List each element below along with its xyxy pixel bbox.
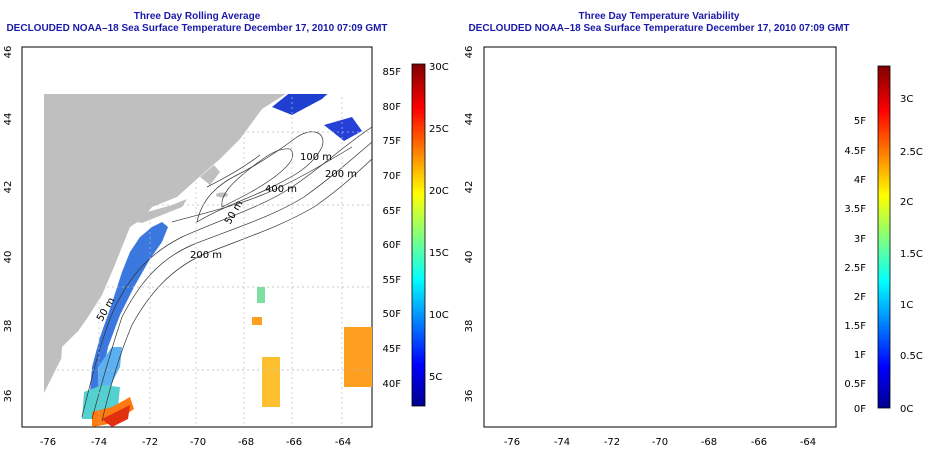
x-tick-72: -72 bbox=[604, 437, 620, 448]
f-label: 1F bbox=[854, 350, 866, 361]
c-label: 2C bbox=[900, 197, 913, 208]
y-tick-46: 46 bbox=[3, 46, 14, 59]
x-tick-76: -76 bbox=[504, 437, 520, 448]
c-label: 3C bbox=[900, 94, 913, 105]
f-label: 0F bbox=[854, 404, 866, 415]
f-label: 3.5F bbox=[844, 204, 866, 215]
right-title-line: Three Day Temperature Variability bbox=[578, 11, 740, 22]
right-y-axis: 46 44 42 40 38 36 bbox=[464, 46, 475, 403]
left-colorbar-f-labels: 85F 80F 75F 70F 65F 60F 55F 50F 45F 40F bbox=[383, 67, 402, 390]
f-label: 60F bbox=[383, 240, 402, 251]
f-label: 5F bbox=[854, 116, 866, 127]
c-label: 0C bbox=[900, 404, 913, 415]
isobath-label-100m: 100 m bbox=[300, 152, 332, 163]
x-tick-64: -64 bbox=[800, 437, 816, 448]
left-gridlines bbox=[44, 94, 372, 427]
f-label: 65F bbox=[383, 206, 402, 217]
y-tick-36: 36 bbox=[3, 390, 14, 403]
isobath-label-200m: 200 m bbox=[190, 250, 222, 261]
right-colorbar: 5F 4.5F 4F 3.5F 3F 2.5F 2F 1.5F 1F 0.5F … bbox=[844, 65, 923, 415]
left-y-axis: 46 44 42 40 38 36 bbox=[3, 46, 14, 403]
f-label: 55F bbox=[383, 275, 402, 286]
y-tick-38: 38 bbox=[464, 320, 475, 333]
y-tick-38: 38 bbox=[3, 320, 14, 333]
y-tick-46: 46 bbox=[464, 46, 475, 59]
f-label: 4F bbox=[854, 175, 866, 186]
c-label: 15C bbox=[429, 248, 449, 259]
y-tick-42: 42 bbox=[3, 181, 14, 194]
f-label: 40F bbox=[383, 379, 402, 390]
left-panel-title: Three Day Rolling Average DECLOUDED NOAA… bbox=[0, 11, 397, 35]
x-tick-68: -68 bbox=[238, 437, 254, 448]
c-label: 25C bbox=[429, 124, 449, 135]
right-colorbar-gradient bbox=[877, 65, 891, 409]
left-title-line: Three Day Rolling Average bbox=[133, 11, 261, 22]
f-label: 2F bbox=[854, 292, 866, 303]
left-colorbar-c-labels: 30C 25C 20C 15C 10C 5C bbox=[429, 62, 449, 383]
x-tick-66: -66 bbox=[751, 437, 767, 448]
x-tick-76: -76 bbox=[40, 437, 56, 448]
c-label: 30C bbox=[429, 62, 449, 73]
c-label: 5C bbox=[429, 372, 442, 383]
f-label: 75F bbox=[383, 136, 402, 147]
left-colorbar-gradient bbox=[411, 63, 426, 407]
right-panel-title: Three Day Temperature Variability DECLOU… bbox=[459, 11, 859, 35]
c-label: 1C bbox=[900, 300, 913, 311]
right-x-axis: -76 -74 -72 -70 -68 -66 -64 bbox=[504, 437, 816, 448]
x-tick-64: -64 bbox=[335, 437, 351, 448]
y-tick-42: 42 bbox=[464, 181, 475, 194]
isobath-label-200m-b: 200 m bbox=[325, 169, 357, 180]
right-colorbar-c-labels: 3C 2.5C 2C 1.5C 1C 0.5C 0C bbox=[900, 94, 923, 415]
right-subtitle-line: DECLOUDED NOAA–18 Sea Surface Temperatur… bbox=[468, 23, 850, 34]
x-tick-70: -70 bbox=[190, 437, 206, 448]
f-label: 0.5F bbox=[844, 379, 866, 390]
left-colorbar: 85F 80F 75F 70F 65F 60F 55F 50F 45F 40F … bbox=[383, 62, 449, 407]
right-map-frame bbox=[483, 46, 837, 428]
c-label: 2.5C bbox=[900, 147, 923, 158]
y-tick-40: 40 bbox=[464, 251, 475, 264]
left-x-axis: -76 -74 -72 -70 -68 -66 -64 bbox=[40, 437, 351, 448]
right-colorbar-f-labels: 5F 4.5F 4F 3.5F 3F 2.5F 2F 1.5F 1F 0.5F … bbox=[844, 116, 866, 415]
y-tick-44: 44 bbox=[3, 113, 14, 126]
c-label: 0.5C bbox=[900, 351, 923, 362]
f-label: 4.5F bbox=[844, 146, 866, 157]
f-label: 1.5F bbox=[844, 321, 866, 332]
x-tick-68: -68 bbox=[701, 437, 717, 448]
f-label: 45F bbox=[383, 344, 402, 355]
right-map: 100 m 200 m 400 m 50 m 200 m 50 m 46 44 … bbox=[464, 46, 837, 448]
f-label: 3F bbox=[854, 234, 866, 245]
y-tick-40: 40 bbox=[3, 251, 14, 264]
f-label: 2.5F bbox=[844, 263, 866, 274]
x-tick-70: -70 bbox=[652, 437, 668, 448]
x-tick-74: -74 bbox=[91, 437, 107, 448]
isobath-label-400m: 400 m bbox=[265, 184, 297, 195]
f-label: 70F bbox=[383, 171, 402, 182]
f-label: 50F bbox=[383, 309, 402, 320]
y-tick-44: 44 bbox=[464, 113, 475, 126]
f-label: 85F bbox=[383, 67, 402, 78]
x-tick-72: -72 bbox=[142, 437, 158, 448]
x-tick-74: -74 bbox=[554, 437, 570, 448]
c-label: 10C bbox=[429, 310, 449, 321]
c-label: 20C bbox=[429, 186, 449, 197]
f-label: 80F bbox=[383, 102, 402, 113]
x-tick-66: -66 bbox=[286, 437, 302, 448]
left-subtitle-line: DECLOUDED NOAA–18 Sea Surface Temperatur… bbox=[6, 23, 388, 34]
y-tick-36: 36 bbox=[464, 390, 475, 403]
left-map: 100 m 200 m 400 m 50 m 200 m 50 m 46 44 … bbox=[3, 46, 373, 448]
c-label: 1.5C bbox=[900, 249, 923, 260]
